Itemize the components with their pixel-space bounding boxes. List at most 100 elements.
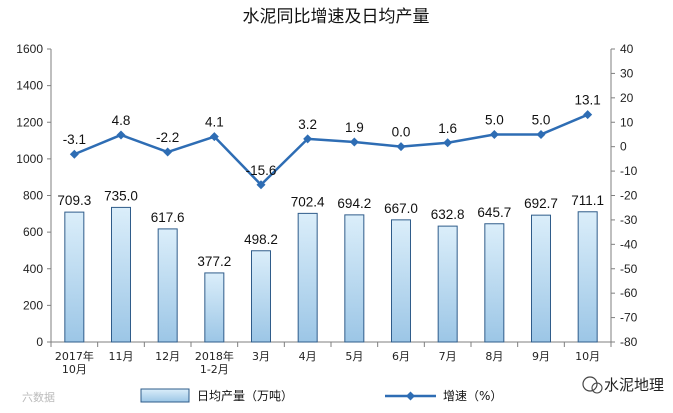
y-left-tick-label: 1400 (16, 79, 43, 93)
watermark-left-text: 六数据 (22, 390, 55, 404)
y-right-tick-label: -50 (620, 262, 638, 276)
line-value-label: -2.2 (156, 130, 179, 145)
bar-value-label: 498.2 (244, 232, 278, 247)
y-right-tick-label: -40 (620, 237, 638, 251)
bar-value-label: 735.0 (104, 188, 138, 203)
chart-title: 水泥同比增速及日均产量 (243, 7, 430, 27)
x-category-label: 12月 (155, 350, 180, 363)
line-point (69, 149, 79, 159)
watermark: 六数据 水泥地理 (22, 376, 664, 404)
y-right-tick-label: -70 (620, 311, 638, 325)
line-value-label: 3.2 (298, 117, 317, 132)
x-category-label: 8月 (485, 350, 503, 363)
legend-line-label: 增速（%） (443, 389, 502, 403)
wechat-icon-dot (591, 382, 603, 394)
y-right-tick-label: 0 (620, 140, 627, 154)
line-point (256, 180, 266, 190)
y-left-tick-label: 200 (23, 298, 43, 312)
bar-value-label: 692.7 (524, 196, 558, 211)
bar (297, 212, 318, 343)
line-point (349, 137, 359, 147)
y-left-tick-label: 400 (23, 262, 43, 276)
legend-line-marker (406, 391, 415, 401)
x-category-label: 7月 (439, 350, 457, 363)
bar (111, 206, 131, 343)
bars (64, 206, 598, 343)
x-category-label: 6月 (392, 350, 410, 363)
bar (251, 250, 271, 343)
x-category-label: 2017年 (55, 349, 94, 363)
bar-value-label: 711.1 (571, 193, 604, 208)
bar-value-label: 709.3 (57, 193, 91, 208)
legend-bar-label: 日均产量（万吨） (197, 389, 293, 403)
bar (577, 211, 598, 343)
bar (344, 214, 365, 343)
line-value-label: 4.8 (112, 113, 131, 128)
y-left-tick-label: 1600 (16, 42, 43, 56)
x-category-label: 11月 (109, 350, 134, 363)
line-value-label: -3.1 (63, 132, 86, 147)
bar (531, 214, 551, 343)
x-category-label: 4月 (299, 350, 317, 363)
bar (157, 228, 178, 343)
x-category-label: 5月 (345, 350, 363, 363)
y-right-tick-label: 30 (620, 66, 634, 80)
line-value-label: 5.0 (485, 112, 504, 127)
y-right-tick-label: 40 (620, 42, 634, 56)
line-point (536, 129, 546, 139)
y-left-tick-label: 800 (23, 189, 43, 203)
x-category-label: 2018年 (195, 349, 234, 363)
line-value-label: 4.1 (205, 115, 224, 130)
legend: 日均产量（万吨） 增速（%） (140, 388, 502, 403)
bar-value-label: 667.0 (384, 201, 418, 216)
line-point (583, 110, 593, 120)
y-right-tick-label: -80 (620, 335, 638, 349)
line-value-label: 1.6 (438, 121, 457, 136)
bar (484, 223, 505, 343)
line-value-label: 5.0 (532, 112, 551, 127)
growth-line-path (73, 113, 589, 187)
line-value-label: 0.0 (392, 125, 411, 140)
x-category-label: 10月 (575, 350, 600, 363)
y-right-tick-label: -10 (620, 164, 638, 178)
wechat-icon (582, 376, 598, 392)
axes: 02004006008001000120014001600-80-70-60-5… (16, 42, 637, 376)
line-point (443, 138, 453, 148)
watermark-brand: 水泥地理 (604, 376, 664, 394)
line-point (303, 134, 313, 144)
y-right-tick-label: 10 (620, 115, 634, 129)
line-value-label: -15.6 (246, 163, 277, 178)
y-left-tick-label: 1200 (16, 115, 43, 129)
x-category-label: 10月 (62, 363, 87, 376)
line-point (489, 129, 499, 139)
line-point (163, 147, 173, 157)
x-category-label: 1-2月 (200, 363, 229, 376)
bar (64, 211, 85, 343)
line-point (209, 132, 219, 142)
bar-value-label: 617.6 (151, 210, 185, 225)
y-right-tick-label: -20 (620, 189, 638, 203)
line-value-label: 1.9 (345, 120, 364, 135)
y-left-tick-label: 600 (23, 225, 43, 239)
y-left-tick-label: 1000 (16, 152, 43, 166)
y-right-tick-label: -60 (620, 286, 638, 300)
line-point (116, 130, 126, 140)
bar (391, 219, 411, 343)
line-value-label: 13.1 (575, 93, 601, 108)
y-right-tick-label: -30 (620, 213, 638, 227)
growth-line (69, 110, 593, 190)
bar-value-label: 377.2 (197, 254, 231, 269)
bar (204, 272, 225, 343)
bar-value-label: 694.2 (337, 196, 371, 211)
y-left-tick-label: 0 (36, 335, 43, 349)
legend-bar-swatch (140, 388, 190, 403)
x-category-label: 3月 (252, 350, 270, 363)
data-labels: 709.3 735.0 617.6 377.2 498.2 702.4 694.2 667.0… (57, 93, 604, 269)
bar (437, 225, 458, 343)
bar-value-label: 702.4 (291, 194, 325, 209)
line-point (396, 142, 406, 152)
bar-value-label: 645.7 (477, 205, 511, 220)
y-right-tick-label: 20 (620, 91, 634, 105)
bar-value-label: 632.8 (431, 207, 465, 222)
